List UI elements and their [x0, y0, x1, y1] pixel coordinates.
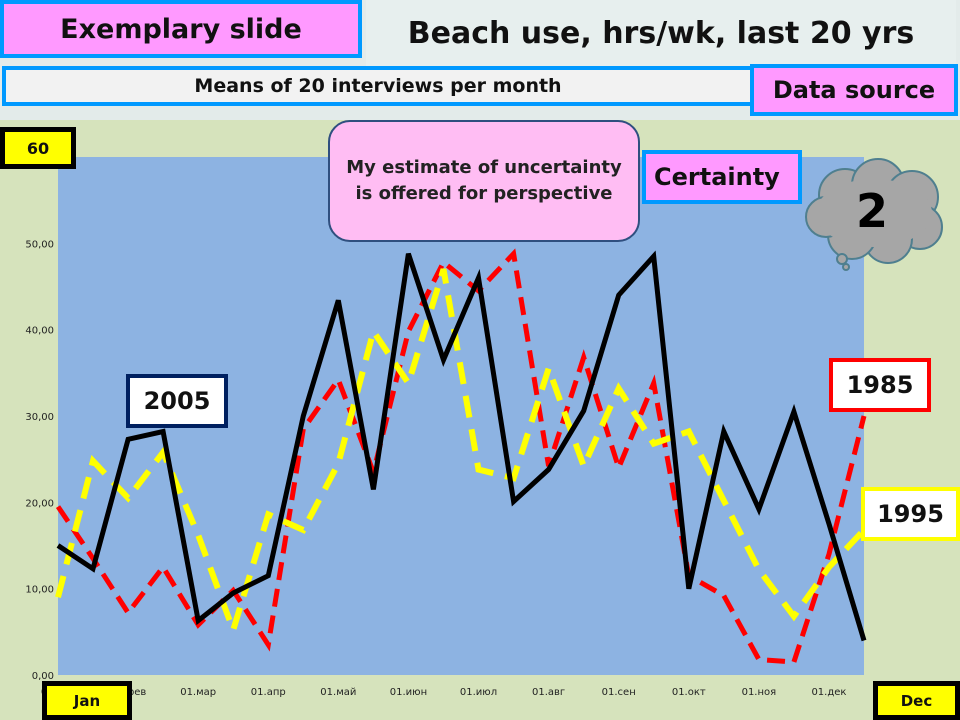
x-tick-label: 01.сен — [602, 687, 636, 698]
series-line-2005 — [56, 250, 867, 642]
chart-subtitle: Means of 20 interviews per month — [2, 66, 754, 106]
y-tick-label: 20,00 — [25, 498, 54, 509]
x-tick-label: 01.ноя — [742, 687, 777, 698]
thought-cloud-icon: 2 — [805, 158, 943, 271]
uncertainty-callout: My estimate of uncertainty is offered fo… — [328, 120, 640, 242]
x-tick-label: 01.мар — [180, 687, 216, 698]
y-tick-label: 0,00 — [32, 671, 54, 682]
x-tick-label: 01.авг — [532, 687, 565, 698]
certainty-value: 2 — [856, 184, 888, 238]
series-label-1995: 1995 — [861, 487, 960, 541]
series-label-2005: 2005 — [126, 374, 228, 428]
y-tick-label: 10,00 — [25, 585, 54, 596]
slide-title: Exemplary slide — [0, 0, 362, 58]
y-tick-label: 50,00 — [25, 239, 54, 250]
y-tick-label: 30,00 — [25, 412, 54, 423]
series-line-1985 — [55, 248, 867, 665]
x-tick-label: 01.дек — [811, 687, 846, 698]
x-tick-label: 01.июн — [390, 687, 427, 698]
x-axis-end-label: Dec — [873, 681, 960, 720]
chart-title: Beach use, hrs/wk, last 20 yrs — [366, 0, 956, 66]
y-axis-max-label: 60 — [0, 127, 76, 169]
x-axis-start-label: Jan — [42, 681, 132, 720]
x-tick-label: 01.окт — [672, 687, 706, 698]
y-tick-label: 40,00 — [25, 326, 54, 337]
x-tick-label: 01.май — [320, 687, 356, 698]
series-label-1985: 1985 — [829, 358, 931, 412]
data-source-button[interactable]: Data source — [750, 64, 958, 116]
x-tick-label: 01.июл — [460, 687, 497, 698]
certainty-label: Certainty — [642, 150, 802, 204]
series-line-1995 — [55, 268, 867, 640]
x-tick-label: 01.апр — [251, 687, 286, 698]
